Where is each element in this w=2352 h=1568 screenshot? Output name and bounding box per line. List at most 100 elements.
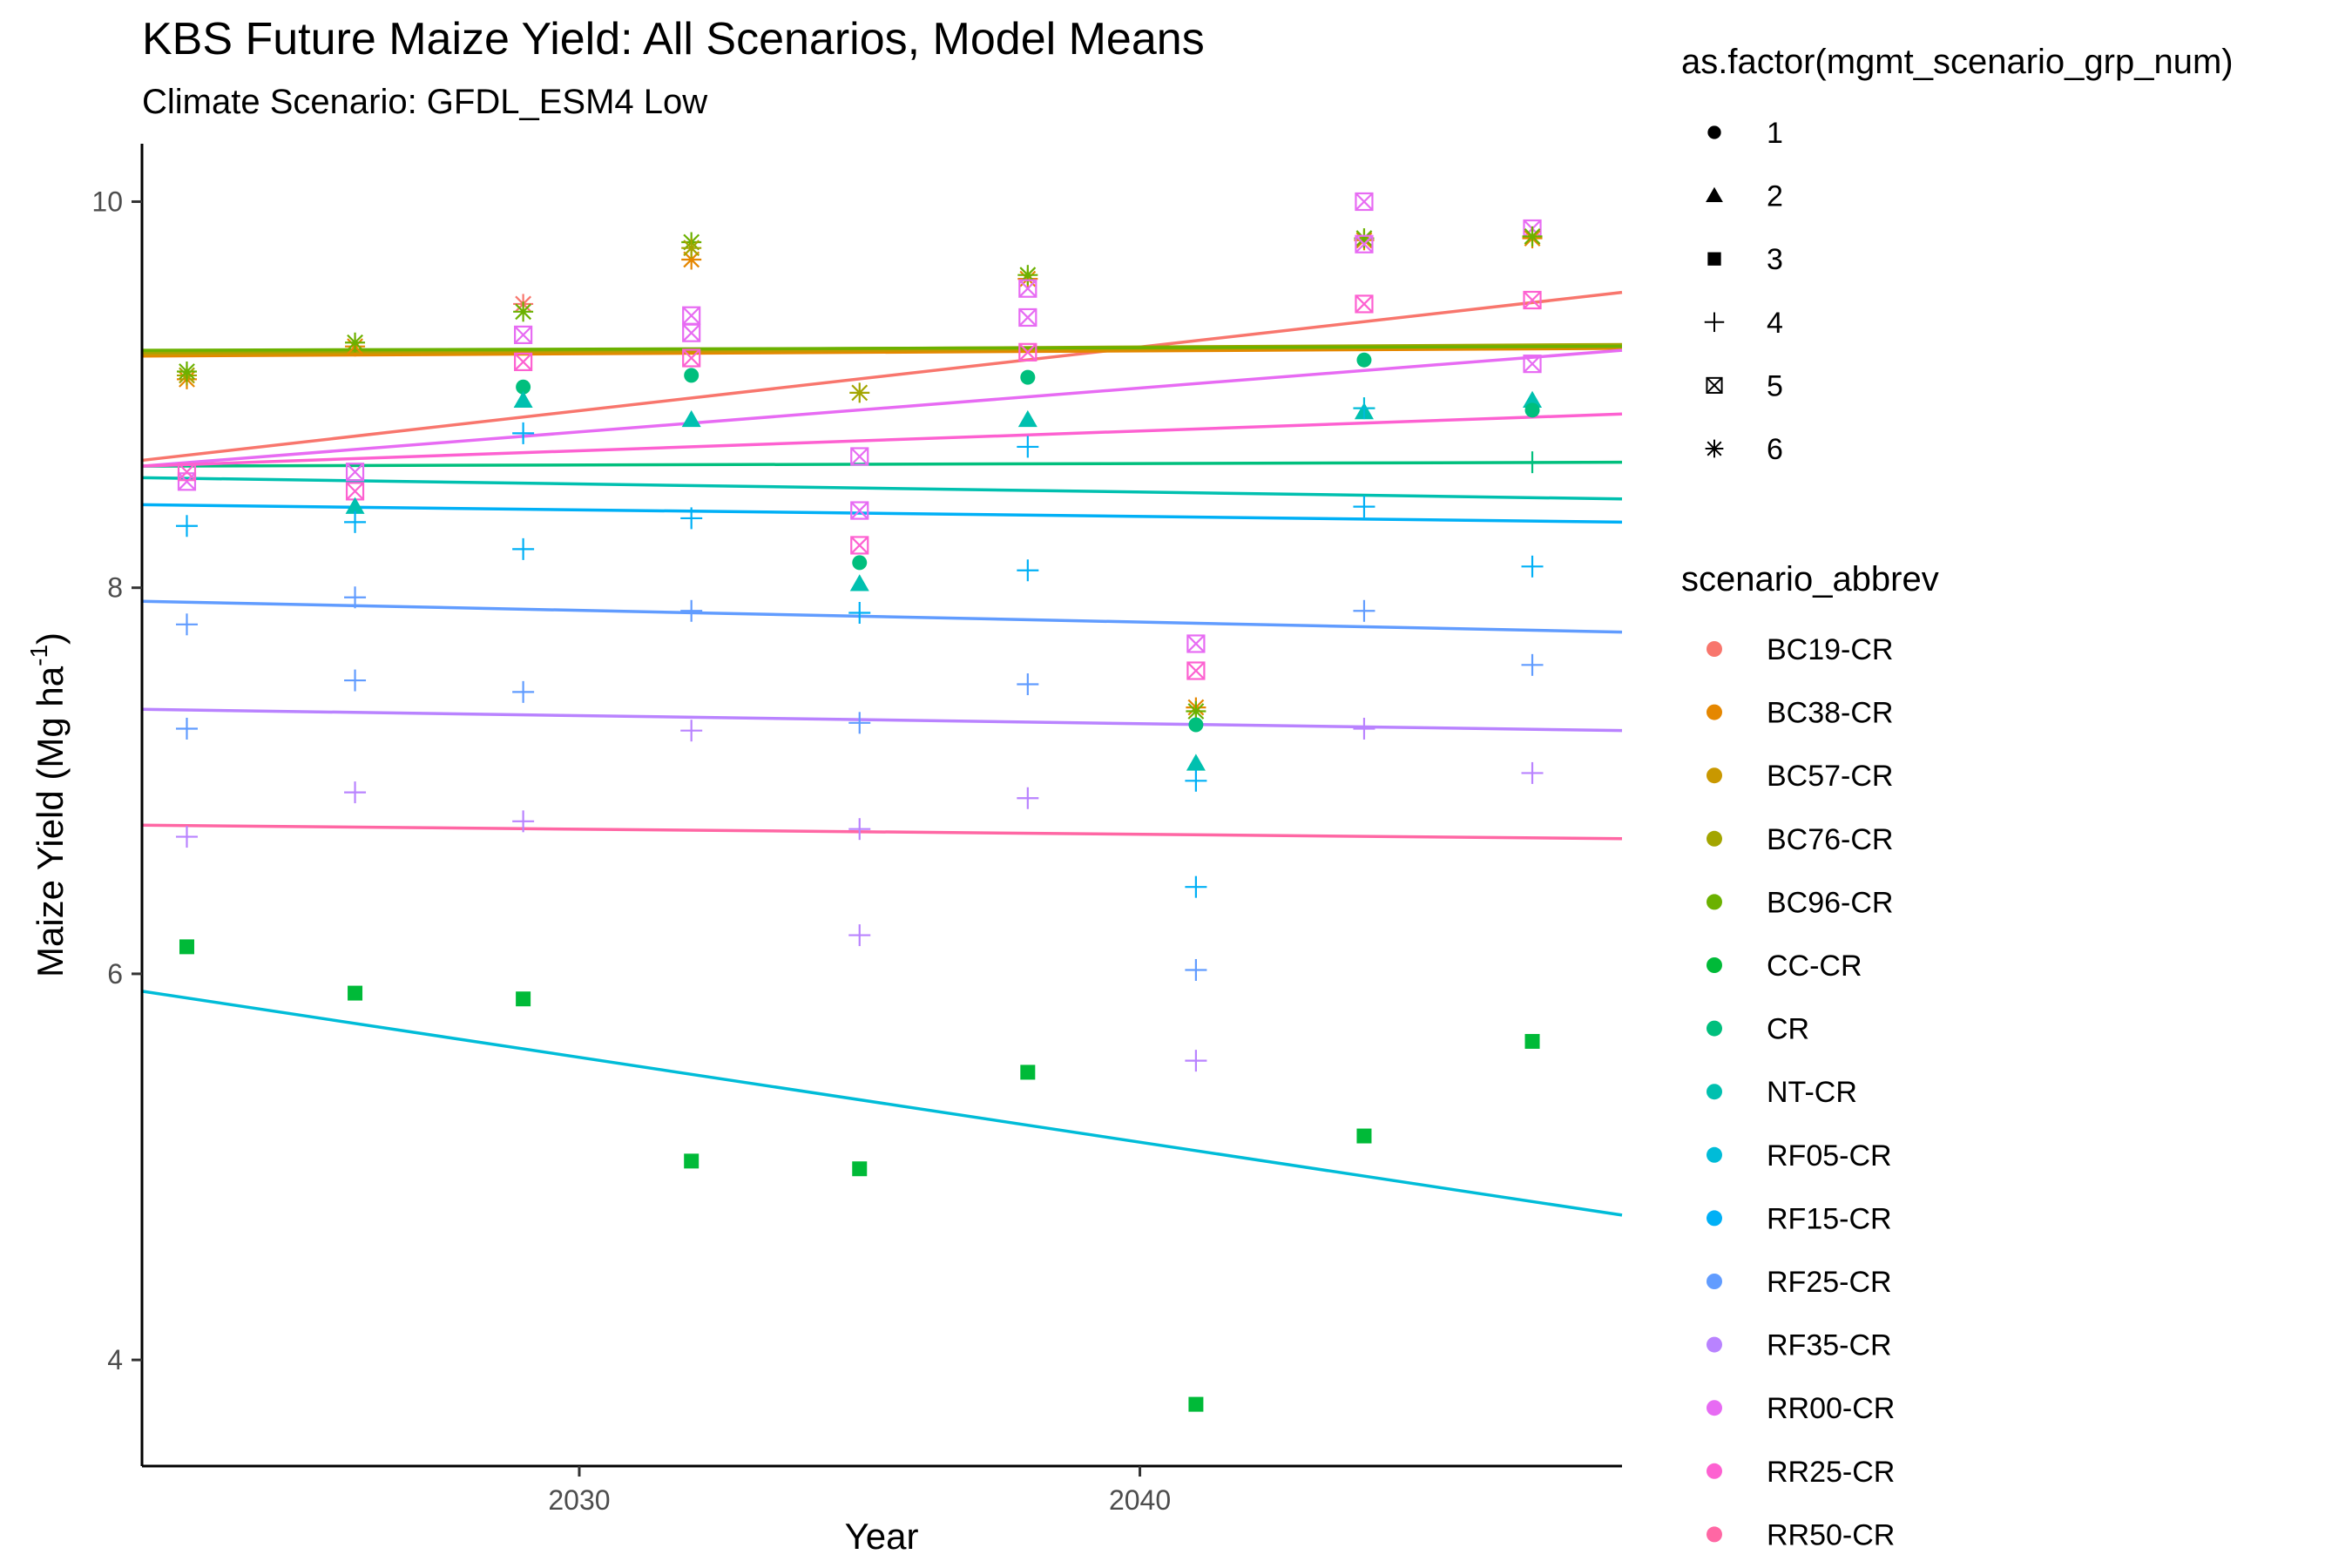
color-legend-key bbox=[1707, 1400, 1722, 1416]
data-point bbox=[344, 586, 367, 609]
data-point bbox=[1353, 397, 1375, 420]
trend-line bbox=[141, 503, 1623, 524]
data-point bbox=[848, 924, 871, 947]
trend-lines bbox=[141, 290, 1623, 1217]
shape-legend-label: 4 bbox=[1767, 307, 1783, 340]
data-point bbox=[1522, 226, 1543, 247]
data-point bbox=[514, 352, 533, 372]
data-point bbox=[1018, 279, 1037, 298]
y-axis-title-close: ) bbox=[30, 632, 71, 645]
y-tick-label: 4 bbox=[107, 1344, 123, 1375]
data-point bbox=[1018, 308, 1037, 328]
data-point bbox=[848, 602, 871, 625]
plot-area bbox=[141, 192, 1623, 1412]
shape-legend-label: 2 bbox=[1767, 180, 1783, 213]
data-point bbox=[848, 818, 871, 841]
color-legend-key bbox=[1707, 1146, 1722, 1163]
color-legend-label: CC-CR bbox=[1767, 950, 1862, 983]
shape-legend-label: 6 bbox=[1767, 433, 1783, 466]
data-point bbox=[1353, 599, 1375, 622]
color-legend: BC19-CR BC38-CR BC57-CR BC76-CR BC96-CR CC-CR… bbox=[1707, 633, 1895, 1551]
data-point bbox=[1185, 1050, 1207, 1072]
x-tick-label: 2030 bbox=[548, 1484, 610, 1516]
legend-shape-key bbox=[1706, 376, 1723, 394]
data-point bbox=[1521, 761, 1544, 784]
data-point bbox=[680, 507, 703, 530]
data-point bbox=[680, 720, 703, 742]
data-point bbox=[348, 985, 363, 1001]
data-point bbox=[1524, 1033, 1540, 1049]
data-point bbox=[177, 463, 197, 482]
data-point bbox=[512, 680, 535, 703]
trend-line bbox=[141, 599, 1623, 634]
legend-shape-key bbox=[1706, 186, 1723, 203]
x-tick-label: 2040 bbox=[1109, 1484, 1171, 1516]
data-point bbox=[1353, 496, 1375, 518]
trend-line bbox=[141, 412, 1623, 468]
data-point bbox=[1356, 352, 1372, 368]
color-legend-label: RF15-CR bbox=[1767, 1202, 1892, 1235]
data-point bbox=[177, 472, 197, 491]
data-point bbox=[849, 574, 869, 591]
y-axis-ticks: 4 6 8 10 bbox=[91, 186, 142, 1375]
color-legend-key bbox=[1707, 767, 1722, 784]
color-legend-label: RF05-CR bbox=[1767, 1139, 1892, 1173]
color-legend-key bbox=[1707, 957, 1722, 973]
data-point bbox=[345, 482, 365, 501]
color-legend-label: BC57-CR bbox=[1767, 760, 1893, 793]
data-point bbox=[682, 323, 701, 342]
color-legend-label: BC38-CR bbox=[1767, 697, 1893, 730]
data-point bbox=[848, 712, 871, 734]
data-point bbox=[852, 1161, 868, 1177]
data-point bbox=[1355, 234, 1374, 253]
data-point bbox=[681, 409, 701, 428]
trend-line bbox=[141, 348, 1623, 468]
data-point bbox=[1355, 294, 1374, 314]
trend-line bbox=[141, 476, 1623, 501]
x-axis-title: Year bbox=[845, 1516, 919, 1557]
data-point bbox=[682, 306, 701, 325]
trend-line bbox=[141, 460, 1623, 468]
chart-title: KBS Future Maize Yield: All Scenarios, M… bbox=[142, 14, 1205, 64]
data-point bbox=[1020, 1064, 1036, 1080]
color-legend-label: RR00-CR bbox=[1767, 1392, 1895, 1425]
color-legend-label: BC96-CR bbox=[1767, 886, 1893, 919]
color-legend-label: BC76-CR bbox=[1767, 823, 1893, 856]
x-axis-ticks: 2030 2040 bbox=[548, 1466, 1171, 1516]
shape-legend-label: 1 bbox=[1767, 117, 1783, 150]
shape-legend: 1 2 3 4 5 6 bbox=[1704, 117, 1783, 466]
data-point bbox=[516, 379, 531, 395]
data-point bbox=[850, 536, 869, 555]
data-point bbox=[175, 613, 198, 636]
data-point bbox=[1185, 875, 1207, 898]
color-legend-label: CR bbox=[1767, 1013, 1809, 1046]
data-point bbox=[1018, 342, 1037, 362]
trend-line bbox=[141, 290, 1623, 463]
data-point bbox=[850, 447, 869, 466]
data-point bbox=[513, 301, 534, 322]
data-point bbox=[345, 332, 366, 353]
data-point bbox=[1356, 1128, 1372, 1144]
data-point bbox=[682, 348, 701, 368]
data-point bbox=[344, 669, 367, 692]
trend-line bbox=[141, 823, 1623, 841]
data-point bbox=[1020, 369, 1036, 385]
legend-shape-key bbox=[1707, 125, 1721, 139]
data-point bbox=[1521, 555, 1544, 578]
data-point bbox=[345, 497, 365, 514]
y-axis-title: Maize Yield (Mg ha-1) bbox=[25, 632, 71, 977]
data-point bbox=[179, 939, 194, 955]
color-legend-label: RF25-CR bbox=[1767, 1266, 1892, 1299]
data-point bbox=[512, 422, 535, 444]
color-legend-key bbox=[1707, 1526, 1722, 1543]
trend-line bbox=[141, 990, 1623, 1217]
data-point bbox=[1185, 769, 1207, 792]
y-tick-label: 10 bbox=[91, 186, 123, 217]
data-point bbox=[344, 510, 367, 533]
y-axis-title-sup: -1 bbox=[25, 645, 52, 666]
legend-shape-key bbox=[1704, 312, 1725, 333]
chart-subtitle: Climate Scenario: GFDL_ESM4 Low bbox=[142, 83, 707, 121]
data-point bbox=[514, 325, 533, 344]
trend-line bbox=[141, 344, 1623, 352]
